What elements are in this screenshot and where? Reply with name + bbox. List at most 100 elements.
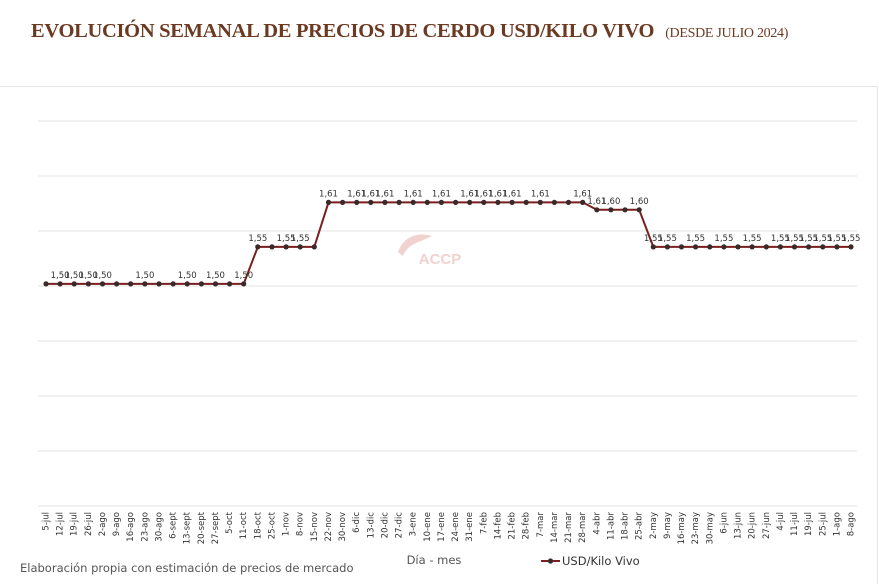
data-point [424,199,430,205]
x-tick-label: 31-ene [465,512,475,542]
data-point [693,244,699,250]
x-tick-label: 27-jun [762,512,772,539]
data-point [184,281,190,287]
data-point [227,281,233,287]
data-label: 1,55 [842,234,861,244]
x-tick-label: 14-mar [550,512,560,543]
data-label: 1,55 [658,234,677,244]
data-label: 1,55 [813,234,832,244]
data-point [650,244,656,250]
x-tick-label: 30-nov [338,512,348,542]
x-tick-label: 7-feb [479,512,489,534]
data-point [551,199,558,205]
data-point [198,281,204,287]
x-tick-label: 30-may [705,512,715,544]
data-point [580,199,586,205]
data-point [85,281,91,287]
data-point [636,207,642,213]
x-tick-label: 28-feb [522,512,532,540]
x-tick-label: 20-dic [380,512,390,539]
x-tick-label: 6-sept [169,511,179,539]
x-tick-label: 7-mar [536,512,546,538]
x-tick-labels: 5-jul 12-jul 19-jul 26-jul 2-ago 9-ago 16-ago 2… [42,511,857,544]
x-tick-label: 18-oct [253,511,263,539]
x-tick-label: 19-jul [70,512,80,536]
chart-subtitle: (DESDE JULIO 2024) [665,26,789,41]
x-tick-label: 10-ene [423,512,433,542]
data-point [467,199,473,205]
data-point [791,244,798,250]
x-tick-label: 18-abr [621,511,631,539]
x-tick-label: 4-jul [776,512,786,531]
x-tick-label: 11-oct [239,511,249,539]
data-label: 1,55 [714,234,733,244]
data-label: 1,50 [178,271,197,281]
data-point [608,207,614,213]
x-tick-label: 5-oct [225,511,235,534]
x-tick-label: 6-dic [352,512,362,533]
watermark-text: ACCP [419,251,462,268]
data-point [453,199,459,205]
data-point [114,281,120,287]
data-label: 1,50 [206,271,225,281]
x-tick-label: 23-may [691,512,701,544]
x-tick-label: 21-mar [564,512,574,543]
x-tick-label: 1-ago [832,512,842,536]
x-tick-label: 30-ago [155,512,165,542]
data-point [749,244,755,250]
data-point [142,281,148,287]
data-point [354,199,360,205]
accp-watermark: ACCP [398,234,462,268]
x-tick-label: 4-abr [592,511,602,534]
data-point [241,281,247,287]
x-tick-label: 9-may [663,512,673,539]
x-tick-label: 8-ago [847,512,857,536]
data-point [707,244,713,250]
data-point [537,199,543,205]
x-tick-label: 2-ago [98,512,108,536]
bird-logo-icon [398,234,432,256]
data-point [763,244,769,250]
data-label: 1,61 [573,189,592,199]
data-point [368,199,374,205]
data-labels: 1,501,501,501,50 1,50 1,50 1,50 1,501,55 1,55… [51,189,861,281]
data-point [255,244,261,250]
data-label: 1,61 [460,189,479,199]
legend-marker [547,558,554,564]
data-point [848,244,854,250]
x-tick-label: 16-ago [126,512,136,542]
data-point [156,281,162,287]
data-point [283,244,289,250]
data-point [71,281,77,287]
data-label: 1,61 [488,189,507,199]
data-label: 1,61 [319,189,338,199]
legend: USD/Kilo Vivo [541,554,640,568]
data-label: 1,61 [375,189,394,199]
data-point [509,199,515,205]
x-tick-label: 13-jun [734,512,744,539]
x-tick-label: 21-feb [508,512,518,540]
data-label: 1,61 [347,189,366,199]
data-point [410,199,416,205]
data-point [325,199,332,205]
data-label: 1,55 [248,234,267,244]
x-tick-label: 1-nov [282,512,292,536]
data-point [311,244,317,250]
x-tick-label: 12-jul [56,512,66,536]
chart-title: EVOLUCIÓN SEMANAL DE PRECIOS DE CERDO US… [31,20,655,42]
x-tick-label: 28-mar [578,512,588,543]
data-label: 1,55 [291,234,310,244]
data-point [806,244,812,250]
x-tick-label: 3-ene [409,512,419,536]
data-point [57,281,63,287]
data-point [820,244,826,250]
x-tick-label: 25-oct [268,511,278,539]
x-tick-label: 27-sept [211,511,221,544]
x-tick-label: 13-dic [366,512,376,539]
data-label: 1,61 [531,189,550,199]
x-tick-label: 24-ene [451,512,461,542]
chart-title-block: EVOLUCIÓN SEMANAL DE PRECIOS DE CERDO US… [31,20,788,43]
data-point [721,244,727,250]
data-point [340,199,346,205]
data-point [43,281,49,287]
